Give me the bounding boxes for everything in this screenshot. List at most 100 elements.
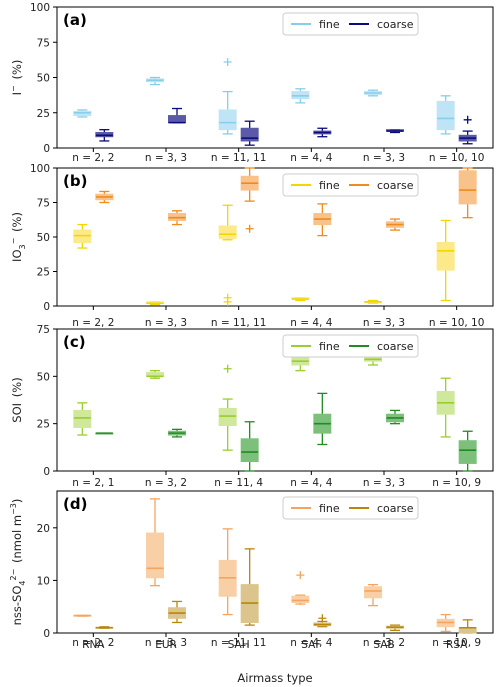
box-iqr [218,225,237,239]
sample-size-label: n = 2, 2 [72,152,114,164]
box-iqr [146,532,164,579]
y-label-superscript: − [9,238,18,245]
legend-label-fine: fine [319,502,340,515]
y-tick-label: 75 [37,37,50,49]
box-iqr [291,595,310,603]
x-tick-label-RNA: RNA [82,639,105,651]
fine-box-SAH [218,204,237,306]
panel-label: (b) [63,172,87,190]
coarse-box-RSA [458,167,477,219]
y-label-unit: (%) [10,60,24,86]
legend: fine coarse [282,496,419,520]
coarse-box-EUR [168,428,186,438]
legend-label-coarse: coarse [377,502,414,515]
box-iqr [458,440,477,464]
fine-box-SAB [364,583,382,607]
sample-size-label: n = 4, 4 [290,152,332,164]
y-tick-label: 0 [43,143,50,155]
panel-c: 0 25 50 75 SOI (%) (c) fine coarse n = 2, 1 n = 3… [10,324,494,489]
coarse-box-RNA [95,626,114,629]
box-iqr [240,438,259,463]
fine-box-SAB [364,299,382,304]
fine-box-SAF [291,571,310,605]
panel-label: (c) [63,333,86,351]
coarse-box-SAF [313,127,332,138]
outlier-marker [318,614,327,623]
sample-size-label: n = 3, 2 [145,477,187,489]
y-label-unit: (%) [10,377,24,403]
fine-box-RNA [73,109,92,118]
sample-size-label: n = 11, 11 [211,317,267,329]
y-tick-label: 0 [43,301,50,313]
y-axis-label: nss-SO42− (nmol m−3) [9,499,27,626]
axes-frame [56,490,494,634]
fine-box-RNA [73,614,92,617]
axes-frame [56,6,494,149]
y-label-main: SOI [10,403,24,423]
y-tick-label: 50 [37,232,50,244]
box-iqr [240,127,259,142]
sample-size-label: n = 3, 3 [145,317,187,329]
box-iqr [436,242,455,271]
coarse-box-SAF [313,614,332,628]
fine-box-EUR [146,76,164,86]
y-axis-label: IO3− (%) [9,212,27,262]
legend: fine coarse [282,334,419,358]
coarse-box-RSA [458,619,477,634]
fine-box-RSA [436,377,455,438]
fine-box-EUR [146,301,164,306]
coarse-box-SAH [240,421,259,472]
coarse-box-RNA [95,129,114,142]
fine-box-SAH [218,528,237,616]
coarse-box-RSA [458,115,477,145]
sample-size-label: n = 3, 3 [363,152,405,164]
y-label-superscript: 2− [9,569,18,581]
y-label-unit: ) [10,499,24,504]
coarse-box-SAH [240,548,259,626]
fine-box-RSA [436,613,455,633]
box-iqr [218,109,237,131]
sample-size-label: n = 2, 1 [72,477,114,489]
x-tick-label-SAF: SAF [301,639,321,651]
sample-size-label: n = 10, 10 [429,317,485,329]
coarse-box-SAH [240,167,259,233]
sample-size-label: n = 2, 2 [72,317,114,329]
coarse-box-SAF [313,392,332,446]
coarse-box-SAF [313,203,332,237]
coarse-box-RSA [458,430,477,472]
sample-size-label: n = 11, 11 [211,152,267,164]
fine-box-EUR [146,370,164,379]
y-tick-label: 0 [43,466,50,478]
fine-box-SAF [291,88,310,104]
x-tick-label-RSA: RSA [446,639,468,651]
sample-size-label: n = 3, 2 [363,637,405,649]
panel-label: (a) [63,11,87,29]
fine-box-SAF [291,297,310,302]
coarse-box-SAB [386,624,404,632]
x-tick-label-SAH: SAH [228,639,250,651]
y-tick-label: 100 [30,163,50,175]
legend-label-fine: fine [319,179,340,192]
coarse-box-SAB [386,129,404,134]
fine-box-SAH [218,364,237,451]
y-label-superscript: − [9,85,18,92]
legend-label-coarse: coarse [377,18,414,31]
panel-d: 0 10 20 nss-SO42− (nmol m−3) (d) fine coarse n … [9,490,494,649]
y-tick-label: 100 [30,2,50,14]
y-label-main: nss-SO [10,586,24,626]
sample-size-label: n = 3, 3 [363,317,405,329]
box-iqr [73,409,92,428]
fine-box-RSA [436,219,455,302]
fine-box-RSA [436,95,455,135]
axes-frame [56,328,494,472]
y-axis-label: SOI (%) [10,377,24,422]
x-tick-label-SAB: SAB [373,639,394,651]
y-tick-label: 20 [37,523,50,535]
sample-size-label: n = 4, 4 [290,317,332,329]
panel-label: (d) [63,495,87,513]
legend-label-coarse: coarse [377,340,414,353]
y-tick-label: 75 [37,324,50,336]
outlier-marker [223,297,232,306]
y-tick-label: 50 [37,371,50,383]
